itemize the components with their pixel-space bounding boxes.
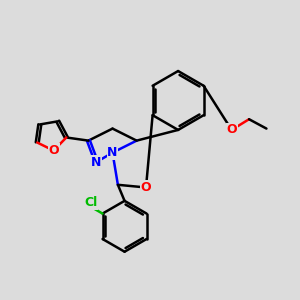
Text: N: N: [107, 146, 118, 159]
Text: Cl: Cl: [85, 196, 98, 209]
Text: O: O: [141, 181, 151, 194]
Text: O: O: [226, 123, 237, 136]
Text: N: N: [91, 155, 102, 169]
Text: O: O: [48, 144, 59, 157]
